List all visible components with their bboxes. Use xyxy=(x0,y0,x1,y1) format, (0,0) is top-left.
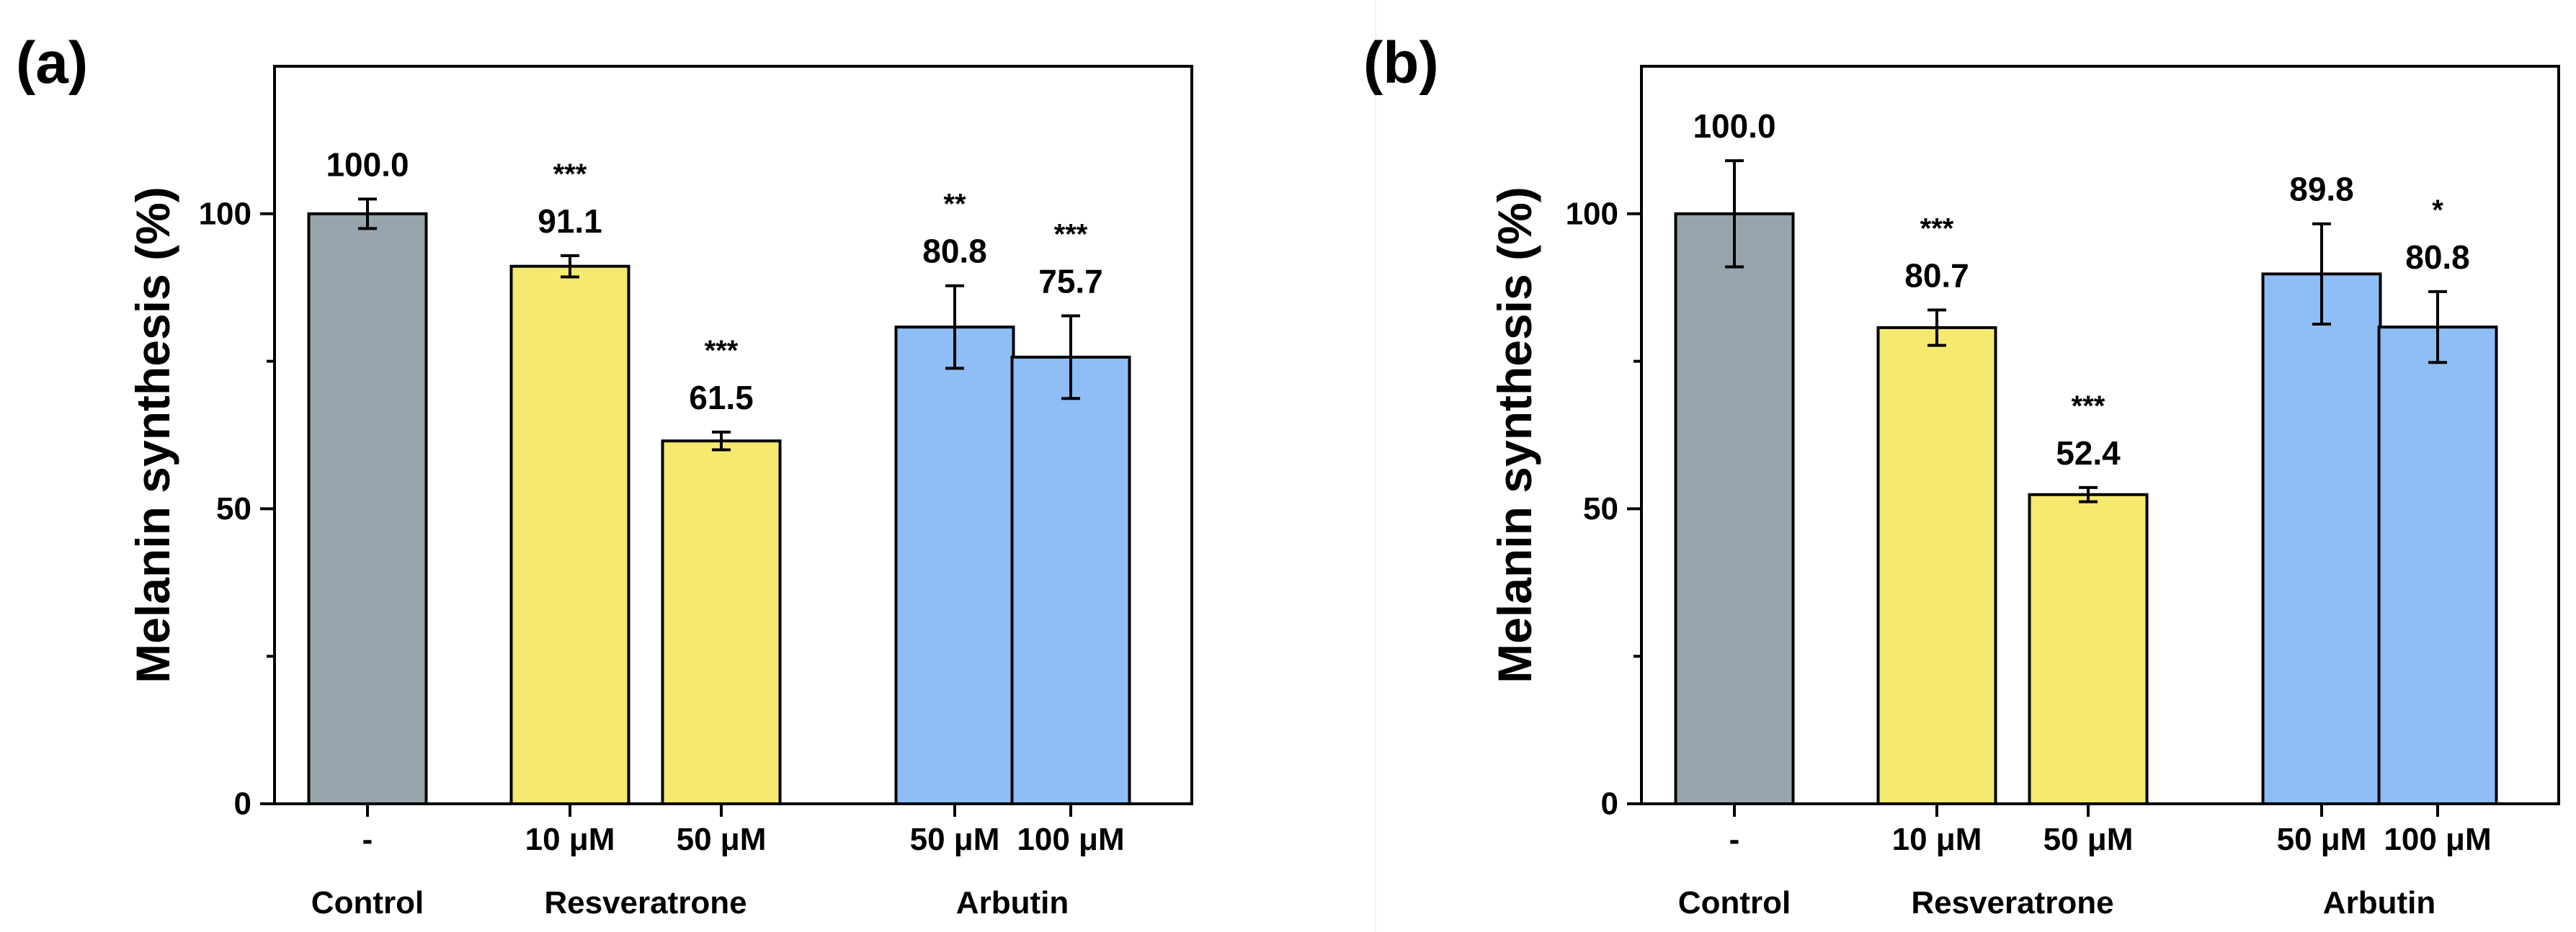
data-label: 80.8 xyxy=(922,233,987,270)
y-tick-label: 100 xyxy=(199,196,251,231)
x-tick-label: 50 μM xyxy=(2277,822,2367,857)
group-label: Resveratrone xyxy=(1911,885,2113,920)
error-bar xyxy=(1061,314,1080,400)
bar xyxy=(1674,212,1795,805)
x-tick-label: 100 μM xyxy=(2384,822,2491,857)
y-tick-label: 50 xyxy=(216,491,251,527)
y-tick-label: 50 xyxy=(1583,491,1618,527)
group-label: Resveratrone xyxy=(544,885,746,920)
data-label: 61.5 xyxy=(689,379,754,416)
bar xyxy=(1876,326,1997,806)
bar xyxy=(2028,493,2149,805)
y-tick-label: 0 xyxy=(1601,787,1618,822)
data-label: 89.8 xyxy=(2289,171,2354,208)
panel-divider xyxy=(1375,0,1376,932)
bar xyxy=(894,326,1015,805)
x-tick-label: 100 μM xyxy=(1017,822,1124,857)
data-label: 75.7 xyxy=(1038,263,1103,300)
bar xyxy=(2377,326,2498,805)
data-label: 91.1 xyxy=(538,202,602,240)
panel-label: (b) xyxy=(1363,30,1439,96)
bar xyxy=(1010,355,1131,805)
data-label: 52.4 xyxy=(2056,434,2121,472)
error-bar xyxy=(945,284,964,370)
group-label: Control xyxy=(311,885,424,920)
group-label: Arbutin xyxy=(956,885,1069,920)
data-label: 100.0 xyxy=(326,145,409,183)
error-bar xyxy=(2079,485,2098,503)
y-axis-title: Melanin synthesis (%) xyxy=(126,187,179,684)
plot-frame xyxy=(273,65,1193,805)
data-label: 80.8 xyxy=(2405,238,2470,276)
x-tick-label: 50 μM xyxy=(910,822,1000,857)
significance-marker: * xyxy=(2432,194,2443,226)
chart-panel-a: (a) Melanin synthesis (%) 100.0 91.1 *** 61.5… xyxy=(16,30,1193,920)
data-label: 80.7 xyxy=(1904,256,1969,294)
significance-marker: ** xyxy=(943,189,966,220)
data-label: 100.0 xyxy=(1693,107,1775,145)
error-bar xyxy=(1927,308,1946,347)
x-tick-label: - xyxy=(362,822,373,857)
y-tick-label: 100 xyxy=(1566,196,1618,231)
significance-marker: *** xyxy=(1054,219,1088,251)
x-tick-label: - xyxy=(1729,822,1740,857)
y-axis-title: Melanin synthesis (%) xyxy=(1488,187,1541,684)
y-tick-label: 0 xyxy=(234,787,251,822)
significance-marker: *** xyxy=(705,335,739,367)
significance-marker: *** xyxy=(2072,390,2105,422)
bar xyxy=(661,439,782,806)
panel-label: (a) xyxy=(16,30,88,96)
group-label: Arbutin xyxy=(2323,885,2435,920)
chart-panel-b: (b) Melanin synthesis (%) 100.0 80.7 *** 52.4… xyxy=(1363,30,2560,920)
bar xyxy=(307,212,428,805)
error-bar xyxy=(2312,222,2331,326)
error-bar xyxy=(2428,290,2447,364)
bar xyxy=(509,264,630,805)
significance-marker: *** xyxy=(553,158,587,190)
error-bar xyxy=(561,254,579,279)
error-bar xyxy=(712,430,731,452)
error-bar xyxy=(1725,159,1744,269)
error-bar xyxy=(358,197,377,230)
group-label: Control xyxy=(1678,885,1791,920)
significance-marker: *** xyxy=(1920,212,1954,244)
x-tick-label: 10 μM xyxy=(525,822,615,857)
bar xyxy=(2261,272,2382,805)
x-tick-label: 10 μM xyxy=(1892,822,1982,857)
x-tick-label: 50 μM xyxy=(677,822,767,857)
plot-frame xyxy=(1640,65,2560,805)
x-tick-label: 50 μM xyxy=(2044,822,2134,857)
